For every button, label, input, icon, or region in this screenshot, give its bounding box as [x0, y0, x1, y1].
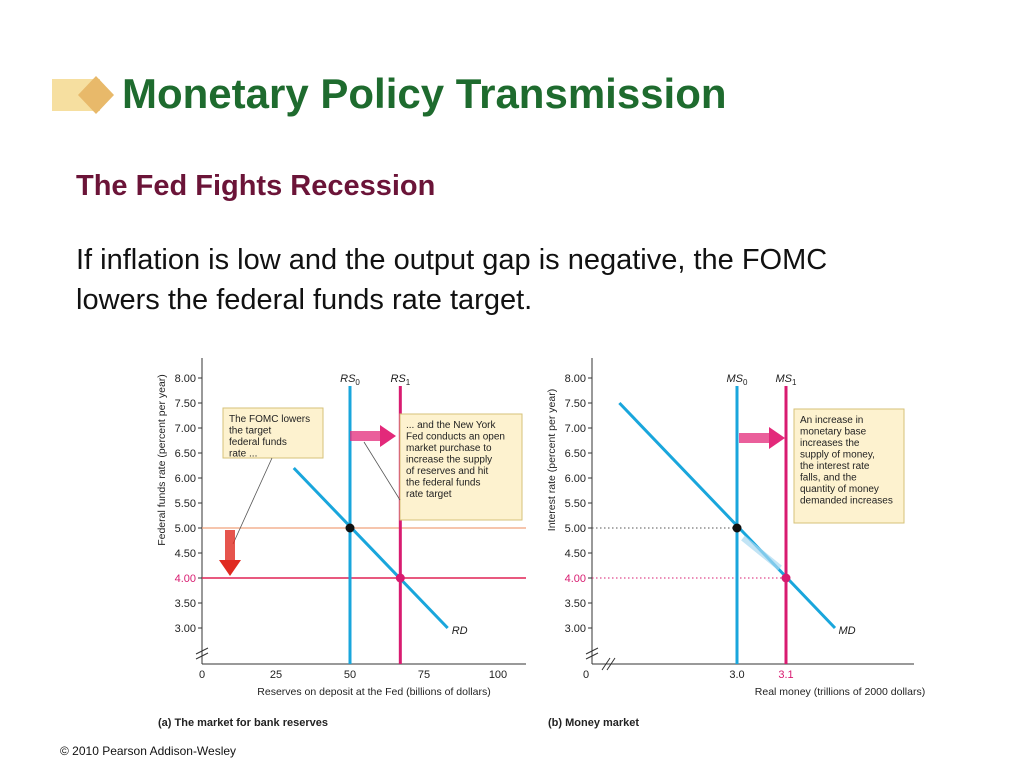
slide-title: Monetary Policy Transmission	[122, 70, 727, 117]
panel-a-axis-break	[195, 647, 209, 660]
panel-b-callout-money-box	[793, 408, 905, 524]
panel-b-supply-shift-arrow-head	[769, 427, 785, 449]
panel-a-callout-fomc-box	[222, 407, 324, 459]
panel-b-axis-break	[585, 647, 599, 660]
panel-a-callout-fomc-pointer	[232, 457, 273, 545]
panel-a-rate-down-arrow-head	[219, 560, 241, 576]
panel-b-y-tick-label: 7.00	[565, 423, 586, 435]
panel-b-curve-MD	[618, 401, 837, 630]
panel-a-x-tick-label: 100	[489, 669, 507, 681]
panel-a-y-tick-label: 6.50	[175, 448, 196, 460]
panel-b-y-tick-label: 6.00	[565, 473, 586, 485]
panel-a-equilibrium-point	[395, 573, 405, 583]
panel-a-callout-ny-fed-box	[399, 413, 523, 521]
panel-b-x-axis-break	[601, 657, 616, 671]
panel-b-y-tick-label: 3.00	[565, 623, 586, 635]
panel-a-y-tick-label: 4.00	[175, 573, 196, 585]
panel-a-y-tick-label: 3.00	[175, 623, 196, 635]
panel-b-callout-money: An increase in monetary base increases the…	[793, 408, 905, 524]
panel-b-y-axis-label: Interest rate (percent per year)	[546, 389, 558, 531]
panel-a-label-RS1: RS1	[390, 373, 410, 387]
panel-a-label-RD: RD	[452, 625, 468, 637]
panel-b-y-tick-label: 4.50	[565, 548, 586, 560]
panel-a-y-tick-label: 5.00	[175, 523, 196, 535]
panel-a-y-tick-label: 7.50	[175, 398, 196, 410]
panel-a-x-axis-label: Reserves on deposit at the Fed (billions…	[257, 686, 490, 698]
panel-b-movement-arrow	[741, 535, 782, 571]
panel-b-x-tick-label: 3.0	[729, 669, 744, 681]
panel-a-callout-ny-fed: ... and the New York Fed conducts an open…	[399, 413, 523, 521]
panel-b-caption: (b) Money market	[548, 717, 639, 729]
panel-a-supply-shift-arrow	[350, 425, 396, 447]
panel-a-y-tick-label: 7.00	[175, 423, 196, 435]
panel-b-x-tick-label: 0	[583, 669, 589, 681]
panel-a-callout-fomc: The FOMC lowers the target federal funds ra…	[222, 407, 324, 460]
figure: 3.00 3.50 4.00 4.50 5.00 5.50 6.00 6.50 7.00 7.50…	[150, 350, 930, 740]
panel-a-x-tick-label: 75	[418, 669, 430, 681]
panel-b-y-tick-label: 7.50	[565, 398, 586, 410]
panel-a-supply-shift-arrow-shaft	[350, 431, 380, 441]
panel-b-supply-shift-arrow	[739, 427, 785, 449]
panel-a-y-axis-label: Federal funds rate (percent per year)	[156, 374, 168, 546]
panel-b-y-tick-label: 5.00	[565, 523, 586, 535]
panel-a-rate-down-arrow-shaft	[225, 530, 235, 560]
panel-b-y-tick-label: 6.50	[565, 448, 586, 460]
panel-a-y-tick-label: 4.50	[175, 548, 196, 560]
panel-b-label-MS0: MS0	[727, 373, 749, 387]
panel-b-x-axis-label: Real money (trillions of 2000 dollars)	[755, 686, 925, 698]
panel-b-callout-money-text: An increase in monetary base increases the…	[800, 415, 893, 507]
slide-subtitle: The Fed Fights Recession	[76, 170, 436, 202]
panel-a-supply-shift-arrow-head	[380, 425, 396, 447]
panel-a-y-tick-label: 5.50	[175, 498, 196, 510]
panel-a-x-tick-label: 25	[270, 669, 282, 681]
figure-svg: 3.003.504.004.505.005.506.006.507.007.50…	[156, 358, 925, 729]
panel-a-callout-fomc-text: The FOMC lowers the target federal funds ra…	[229, 414, 310, 460]
panel-b-label-MS1: MS1	[776, 373, 798, 387]
panel-a-equilibrium-point	[345, 523, 355, 533]
panel-b-equilibrium-point	[781, 573, 791, 583]
panel-b-y-tick-label: 3.50	[565, 598, 586, 610]
panel-a-curve-RD	[292, 466, 449, 630]
panel-a-rate-down-arrow	[219, 530, 241, 576]
panel-a-label-RS0: RS0	[340, 373, 360, 387]
panel-a-x-tick-label: 0	[199, 669, 205, 681]
panel-a-callout-ny-fed-pointer	[363, 441, 401, 501]
copyright-notice: © 2010 Pearson Addison-Wesley	[60, 744, 237, 758]
panel-a-y-tick-label: 3.50	[175, 598, 196, 610]
panel-a-callout-ny-fed-text: ... and the New York Fed conducts an open…	[406, 420, 505, 500]
panel-b-y-tick-label: 8.00	[565, 373, 586, 385]
panel-a-y-tick-label: 8.00	[175, 373, 196, 385]
panel-b-supply-shift-arrow-shaft	[739, 433, 769, 443]
panel-b-x-tick-label: 3.1	[778, 669, 793, 681]
panel-a-y-tick-label: 6.00	[175, 473, 196, 485]
panel-a-caption: (a) The market for bank reserves	[158, 717, 328, 729]
panel-b-equilibrium-point	[732, 523, 742, 533]
panel-b-label-MD: MD	[838, 625, 855, 637]
panel-b-y-tick-label: 4.00	[565, 573, 586, 585]
panel-b-y-tick-label: 5.50	[565, 498, 586, 510]
panel-a-x-tick-label: 50	[344, 669, 356, 681]
body-text: If inflation is low and the output gap i…	[76, 244, 828, 316]
title-decoration	[52, 76, 114, 114]
